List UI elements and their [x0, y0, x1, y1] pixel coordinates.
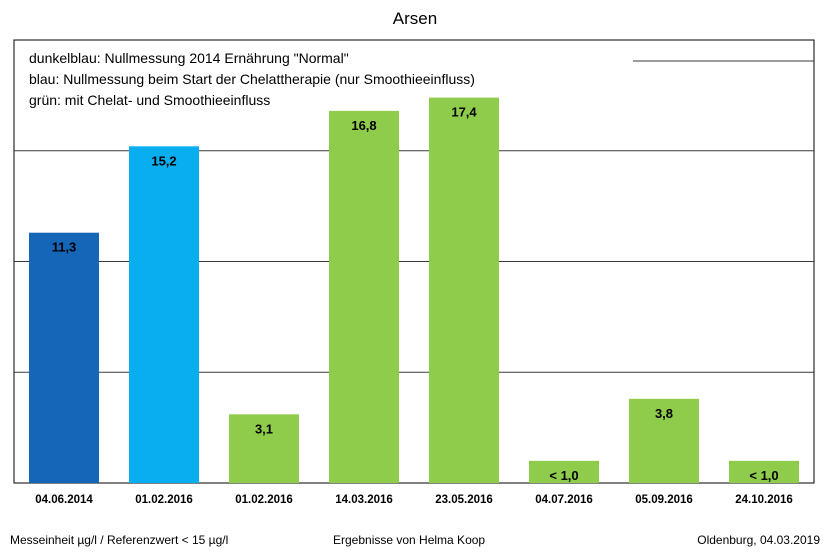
bar-1 [29, 232, 99, 483]
x-tick-label-5: 23.05.2016 [435, 494, 493, 506]
legend-line-blue: blau: Nullmessung beim Start der Chelatt… [29, 71, 475, 87]
bar-2 [129, 146, 199, 483]
bar-3 [229, 414, 299, 483]
data-label-3: 3,1 [255, 421, 273, 436]
data-label-1: 11,3 [52, 240, 77, 255]
data-label-7: 3,8 [655, 406, 673, 421]
x-tick-label-6: 04.07.2016 [535, 494, 593, 506]
data-label-4: 16,8 [351, 118, 376, 133]
bar-5 [429, 97, 499, 483]
footer-place-date: Oldenburg, 04.03.2019 [697, 533, 820, 547]
footer-results-author: Ergebnisse von Helma Koop [333, 533, 486, 547]
x-tick-label-4: 14.03.2016 [335, 494, 393, 506]
x-tick-label-7: 05.09.2016 [635, 494, 693, 506]
x-tick-label-8: 24.10.2016 [735, 494, 793, 506]
x-axis-tick-labels: 04.06.2014 01.02.2016 01.02.2016 14.03.2016… [35, 494, 793, 506]
legend-line-dark-blue: dunkelblau: Nullmessung 2014 Ernährung "… [29, 50, 349, 66]
bars [29, 97, 799, 483]
data-labels: 11,3 15,2 3,1 16,8 17,4 < 1,0 3,8 < 1,0 [52, 105, 779, 483]
bar-4 [329, 110, 399, 483]
legend-line-green: grün: mit Chelat- und Smoothieeinfluss [29, 92, 270, 108]
bar-8 [729, 460, 799, 483]
footer-units-reference: Messeinheit µg/l / Referenzwert < 15 µg/… [10, 533, 229, 547]
x-tick-label-3: 01.02.2016 [235, 494, 293, 506]
data-label-6: < 1,0 [549, 468, 578, 483]
legend-text: dunkelblau: Nullmessung 2014 Ernährung "… [29, 50, 475, 108]
data-label-8: < 1,0 [749, 468, 778, 483]
data-label-2: 15,2 [151, 153, 176, 168]
x-tick-label-2: 01.02.2016 [135, 494, 193, 506]
bar-6 [529, 460, 599, 483]
data-label-5: 17,4 [451, 105, 477, 120]
chart-title: Arsen [393, 9, 437, 28]
x-tick-label-1: 04.06.2014 [35, 494, 93, 506]
bar-7 [629, 398, 699, 483]
